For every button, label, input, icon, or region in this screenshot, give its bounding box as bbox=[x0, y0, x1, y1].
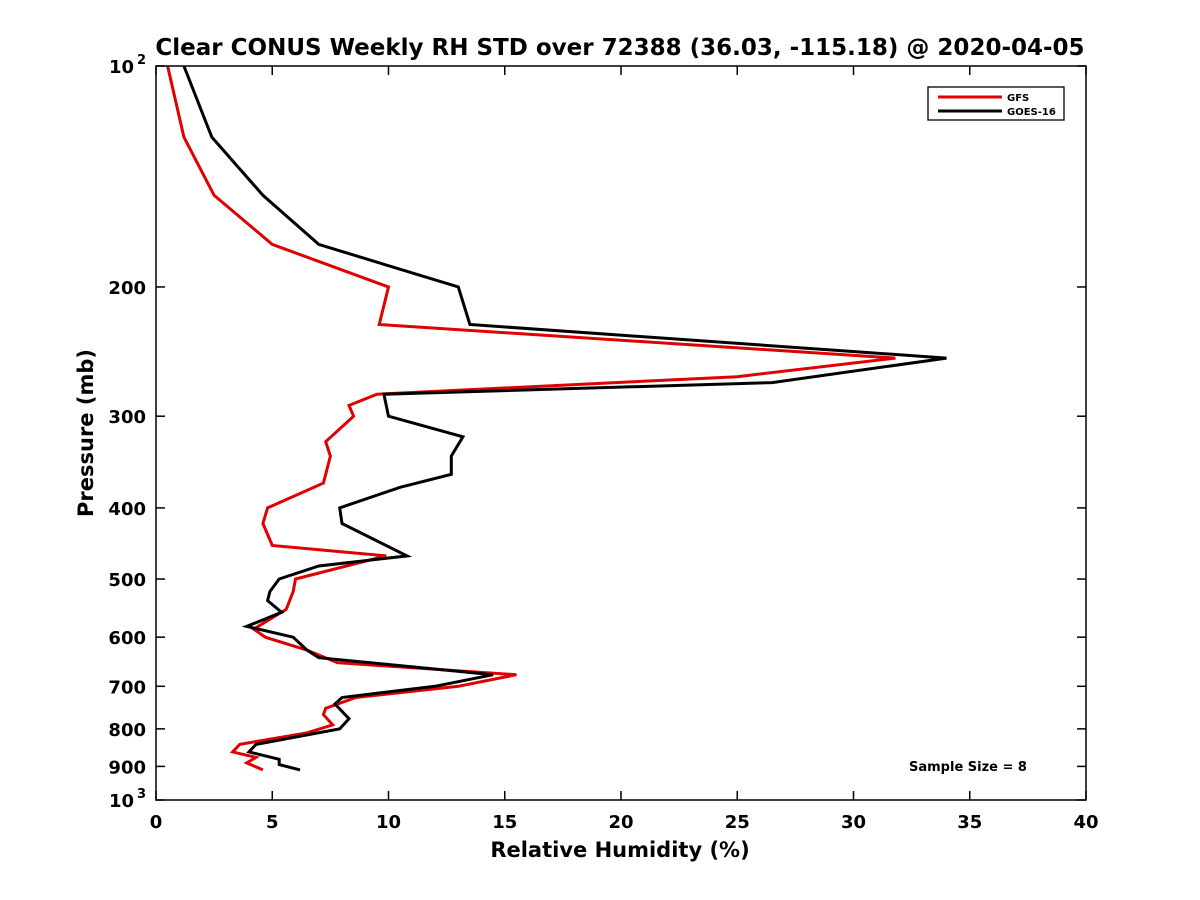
plot-area bbox=[155, 65, 1087, 801]
y-tick-label: 900 bbox=[108, 757, 146, 778]
x-tick-label: 20 bbox=[608, 812, 633, 833]
x-tick-label: 5 bbox=[266, 812, 279, 833]
y-tick-label-exponent: 3 bbox=[137, 787, 146, 802]
x-tick-label: 35 bbox=[957, 812, 982, 833]
y-tick-label: 200 bbox=[108, 278, 146, 299]
y-tick-label: 500 bbox=[108, 570, 146, 591]
x-axis: 0 5 10 15 20 25 30 35 40 bbox=[150, 66, 1099, 833]
series-line-goes-16 bbox=[182, 65, 947, 772]
y-tick-label-exponent: 2 bbox=[137, 53, 146, 68]
x-tick-label: 40 bbox=[1073, 812, 1098, 833]
legend: GFS GOES-16 bbox=[927, 86, 1065, 121]
chart-title: Clear CONUS Weekly RH STD over 72388 (36… bbox=[155, 35, 1084, 61]
y-tick-label: 800 bbox=[108, 720, 146, 741]
x-tick-label: 25 bbox=[725, 812, 750, 833]
y-tick-label: 10 bbox=[109, 791, 134, 812]
series-layer bbox=[166, 65, 947, 772]
y-axis-label: Pressure (mb) bbox=[74, 349, 98, 517]
y-tick-label: 10 bbox=[109, 57, 134, 78]
legend-label: GFS bbox=[1007, 93, 1029, 104]
y-tick-label: 300 bbox=[108, 407, 146, 428]
y-tick-label: 600 bbox=[108, 628, 146, 649]
series-line-gfs bbox=[166, 65, 896, 772]
x-tick-label: 0 bbox=[150, 812, 163, 833]
legend-label: GOES-16 bbox=[1007, 107, 1056, 118]
y-tick-label: 700 bbox=[108, 677, 146, 698]
y-tick-label: 400 bbox=[108, 499, 146, 520]
x-tick-label: 10 bbox=[376, 812, 401, 833]
x-tick-label: 30 bbox=[841, 812, 866, 833]
sample-size-annotation: Sample Size = 8 bbox=[909, 760, 1027, 775]
legend-box bbox=[927, 86, 1065, 121]
x-tick-label: 15 bbox=[492, 812, 517, 833]
x-axis-label: Relative Humidity (%) bbox=[490, 838, 749, 862]
